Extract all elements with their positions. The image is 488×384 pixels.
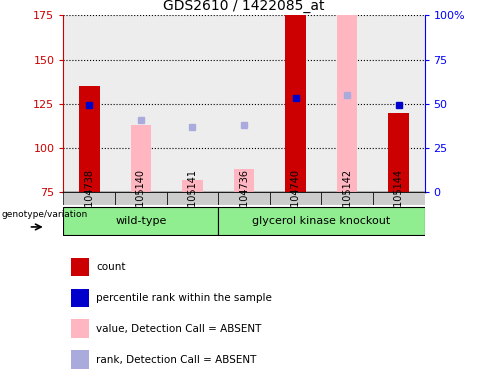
- Text: value, Detection Call = ABSENT: value, Detection Call = ABSENT: [96, 324, 261, 334]
- Text: rank, Detection Call = ABSENT: rank, Detection Call = ABSENT: [96, 355, 256, 365]
- Bar: [234, 169, 254, 192]
- Bar: [218, 192, 270, 205]
- Bar: [79, 86, 100, 192]
- Text: genotype/variation: genotype/variation: [1, 210, 87, 219]
- Bar: [63, 15, 115, 192]
- Bar: [373, 15, 425, 192]
- Title: GDS2610 / 1422085_at: GDS2610 / 1422085_at: [163, 0, 325, 13]
- Bar: [71, 258, 89, 276]
- Text: GSM105141: GSM105141: [187, 169, 198, 228]
- Text: glycerol kinase knockout: glycerol kinase knockout: [252, 216, 390, 226]
- Bar: [166, 192, 218, 205]
- Bar: [71, 350, 89, 369]
- Bar: [182, 180, 203, 192]
- Bar: [218, 15, 270, 192]
- Bar: [115, 192, 166, 205]
- Bar: [63, 192, 115, 205]
- Text: GSM104738: GSM104738: [84, 169, 94, 228]
- Text: GSM104736: GSM104736: [239, 169, 249, 228]
- Text: GSM105142: GSM105142: [342, 169, 352, 228]
- Bar: [322, 15, 373, 192]
- Bar: [270, 192, 322, 205]
- Text: GSM104740: GSM104740: [290, 169, 301, 228]
- Bar: [388, 113, 409, 192]
- Text: count: count: [96, 262, 125, 272]
- Bar: [71, 289, 89, 308]
- Text: percentile rank within the sample: percentile rank within the sample: [96, 293, 272, 303]
- Bar: [218, 207, 425, 235]
- Bar: [115, 15, 166, 192]
- Text: GSM105144: GSM105144: [394, 169, 404, 228]
- Bar: [63, 207, 218, 235]
- Text: GSM105140: GSM105140: [136, 169, 146, 228]
- Bar: [337, 15, 358, 192]
- Bar: [166, 15, 218, 192]
- Bar: [322, 192, 373, 205]
- Bar: [285, 15, 306, 192]
- Bar: [270, 15, 322, 192]
- Bar: [130, 125, 151, 192]
- Bar: [373, 192, 425, 205]
- Bar: [71, 319, 89, 338]
- Text: wild-type: wild-type: [115, 216, 166, 226]
